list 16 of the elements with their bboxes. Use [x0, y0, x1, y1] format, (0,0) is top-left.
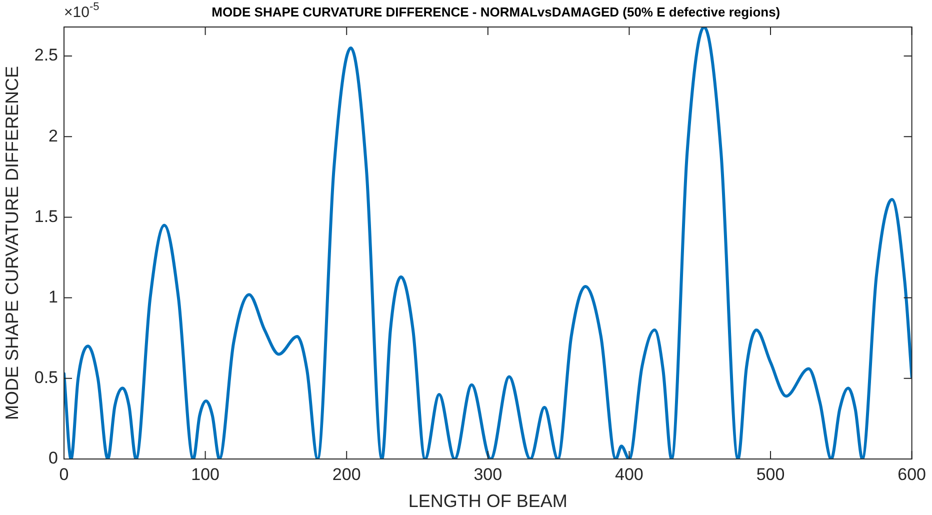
y-tick-label: 2.5 — [34, 46, 58, 65]
y-tick-label: 0 — [48, 448, 58, 468]
y-tick-label: 1 — [48, 287, 58, 306]
x-tick-label: 100 — [191, 464, 220, 484]
y-tick-label: 1.5 — [34, 206, 58, 226]
x-tick-label: 500 — [756, 464, 785, 484]
chart-title: MODE SHAPE CURVATURE DIFFERENCE - NORMALvsDAMAGED (50% E defective regions) — [212, 4, 780, 20]
x-tick-label: 200 — [332, 464, 361, 484]
y-tick-label: 2 — [48, 126, 58, 146]
x-tick-label: 400 — [615, 464, 644, 484]
line-series — [64, 27, 912, 459]
x-axis-title: LENGTH OF BEAM — [408, 491, 568, 512]
x-tick-label: 600 — [898, 464, 926, 484]
x-tick-label: 300 — [474, 464, 502, 484]
y-axis-title: MODE SHAPE CURVATURE DIFFERENCE — [2, 66, 22, 420]
y-tick-label: 0.5 — [34, 368, 58, 388]
